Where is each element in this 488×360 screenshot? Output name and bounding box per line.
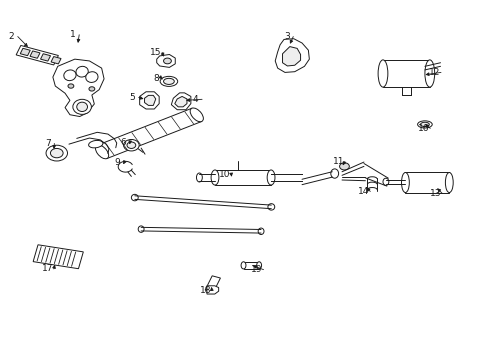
Polygon shape (144, 95, 156, 105)
Text: 9: 9 (115, 158, 121, 167)
Ellipse shape (76, 66, 88, 77)
Ellipse shape (196, 173, 202, 182)
Ellipse shape (95, 145, 108, 159)
Ellipse shape (127, 142, 136, 148)
Ellipse shape (420, 122, 428, 127)
Text: 6: 6 (121, 138, 126, 147)
Polygon shape (97, 108, 201, 158)
Polygon shape (174, 96, 186, 107)
Text: 10: 10 (219, 170, 230, 179)
Ellipse shape (266, 170, 274, 185)
Circle shape (50, 148, 63, 158)
Bar (382, 60, 429, 87)
Polygon shape (53, 59, 104, 117)
Ellipse shape (131, 194, 138, 201)
Ellipse shape (401, 172, 408, 193)
Polygon shape (41, 54, 50, 61)
Text: 3: 3 (284, 32, 289, 41)
Polygon shape (282, 46, 300, 66)
Text: 1: 1 (70, 30, 76, 39)
Text: 8: 8 (153, 75, 158, 84)
Bar (215, 170, 270, 185)
Ellipse shape (163, 78, 174, 85)
Ellipse shape (417, 121, 431, 128)
Text: 15: 15 (150, 48, 161, 57)
Text: 4: 4 (193, 95, 198, 104)
Ellipse shape (73, 99, 91, 114)
Text: 17: 17 (41, 265, 53, 274)
Circle shape (68, 84, 74, 88)
Ellipse shape (211, 170, 219, 185)
Ellipse shape (424, 60, 434, 87)
Polygon shape (16, 45, 58, 65)
Circle shape (89, 87, 95, 91)
Polygon shape (157, 54, 175, 67)
Polygon shape (33, 245, 83, 269)
Ellipse shape (160, 76, 177, 86)
Polygon shape (30, 51, 40, 58)
Ellipse shape (138, 226, 144, 232)
Polygon shape (205, 276, 220, 292)
Ellipse shape (88, 140, 103, 148)
Circle shape (46, 145, 67, 161)
Text: 16: 16 (417, 124, 429, 133)
Ellipse shape (445, 172, 452, 193)
Circle shape (339, 163, 348, 170)
Ellipse shape (382, 178, 388, 185)
Ellipse shape (267, 204, 274, 210)
Ellipse shape (258, 228, 264, 234)
Text: 5: 5 (129, 93, 135, 102)
Ellipse shape (330, 169, 338, 178)
Polygon shape (171, 93, 190, 110)
Ellipse shape (256, 262, 261, 269)
Text: 7: 7 (45, 139, 51, 148)
Ellipse shape (85, 72, 98, 82)
Text: 14: 14 (358, 187, 369, 196)
Polygon shape (51, 57, 61, 64)
Circle shape (163, 58, 171, 64)
Text: 12: 12 (428, 68, 440, 77)
Text: 13: 13 (429, 189, 441, 198)
Polygon shape (243, 262, 259, 269)
Ellipse shape (241, 262, 245, 269)
Bar (405, 172, 448, 193)
Ellipse shape (123, 139, 139, 151)
Polygon shape (275, 39, 309, 72)
Text: 11: 11 (332, 157, 344, 166)
Ellipse shape (77, 102, 87, 112)
Ellipse shape (63, 70, 76, 81)
Text: 18: 18 (199, 286, 211, 295)
Polygon shape (206, 286, 218, 294)
Ellipse shape (190, 108, 203, 122)
Polygon shape (140, 92, 159, 109)
Text: 2: 2 (9, 32, 14, 41)
Ellipse shape (377, 60, 387, 87)
Text: 19: 19 (251, 265, 263, 274)
Polygon shape (20, 48, 30, 56)
